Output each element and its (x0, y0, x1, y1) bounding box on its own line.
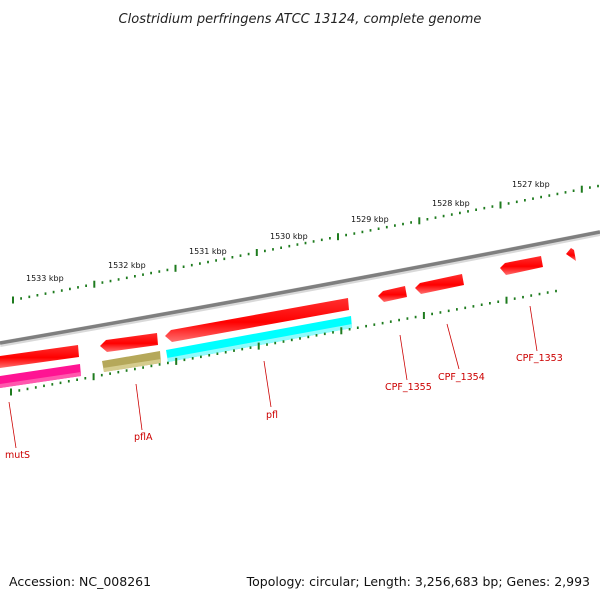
gene-label-CPF_1354[interactable]: CPF_1354 (438, 372, 485, 383)
kbp-label-1531: 1531 kbp (189, 247, 227, 256)
inner-tick-ring (10, 289, 557, 396)
kbp-label-1527: 1527 kbp (512, 180, 550, 189)
outer-tick-ring: 1533 kbp 1532 kbp 1531 kbp 1530 kbp 1529… (12, 180, 599, 304)
forward-gene-2[interactable] (100, 333, 158, 352)
gene-label-mutS[interactable]: mutS (5, 450, 30, 461)
gene-pflA-highlight (103, 359, 161, 372)
leader-line-pflA (135, 383, 143, 431)
forward-gene-4[interactable] (378, 286, 407, 302)
kbp-label-1532: 1532 kbp (108, 261, 146, 270)
genome-backbone (0, 230, 600, 345)
gene-label-CPF_1353[interactable]: CPF_1353 (516, 353, 563, 364)
map-title: Clostridium perfringens ATCC 13124, comp… (119, 12, 482, 27)
forward-gene-5[interactable] (415, 274, 464, 294)
leader-line-mutS (8, 401, 17, 449)
kbp-label-1528: 1528 kbp (432, 199, 470, 208)
kbp-label-1533: 1533 kbp (26, 274, 64, 283)
leader-line-CPF_1353 (529, 305, 538, 352)
leader-line-CPF_1354 (446, 323, 460, 370)
gene-label-pfl[interactable]: pfl (266, 410, 278, 421)
gene-mutS-highlight (0, 372, 81, 388)
genome-summary-text: Topology: circular; Length: 3,256,683 bp… (246, 574, 590, 589)
gene-label-pflA[interactable]: pflA (134, 432, 153, 443)
gene-labels: mutS pflA pfl CPF_1355 CPF_1354 CPF_1353 (5, 305, 563, 461)
forward-strand-genes (0, 248, 576, 368)
accession-text: Accession: NC_008261 (9, 574, 151, 589)
forward-gene-7[interactable] (566, 248, 576, 261)
kbp-label-1530: 1530 kbp (270, 232, 308, 241)
forward-gene-1[interactable] (0, 345, 79, 368)
kbp-label-1529: 1529 kbp (351, 215, 389, 224)
gene-label-CPF_1355[interactable]: CPF_1355 (385, 382, 432, 393)
leader-line-CPF_1355 (399, 334, 408, 381)
forward-gene-3[interactable] (165, 298, 349, 342)
leader-line-pfl (263, 360, 272, 408)
forward-gene-6[interactable] (500, 256, 543, 275)
